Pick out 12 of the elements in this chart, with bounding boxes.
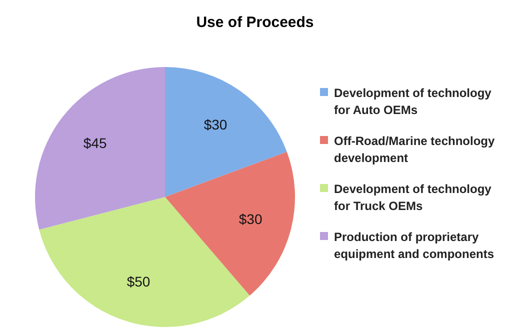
- pie-slice: [35, 67, 165, 230]
- data-label: $50: [126, 273, 150, 290]
- pie-slice: [165, 152, 295, 296]
- legend-label: Production of proprietary equipment and components: [334, 229, 496, 263]
- data-label: $30: [238, 211, 262, 228]
- legend-label: Off-Road/Marine technology development: [334, 133, 496, 167]
- data-label: $30: [204, 116, 228, 132]
- chart-title: Use of Proceeds: [195, 14, 315, 31]
- pie-slice: [165, 67, 287, 197]
- legend-label: Development of technology for Auto OEMs: [334, 85, 492, 119]
- data-label: $45: [83, 134, 107, 151]
- legend-label: Development of technology for Truck OEMs: [334, 181, 492, 215]
